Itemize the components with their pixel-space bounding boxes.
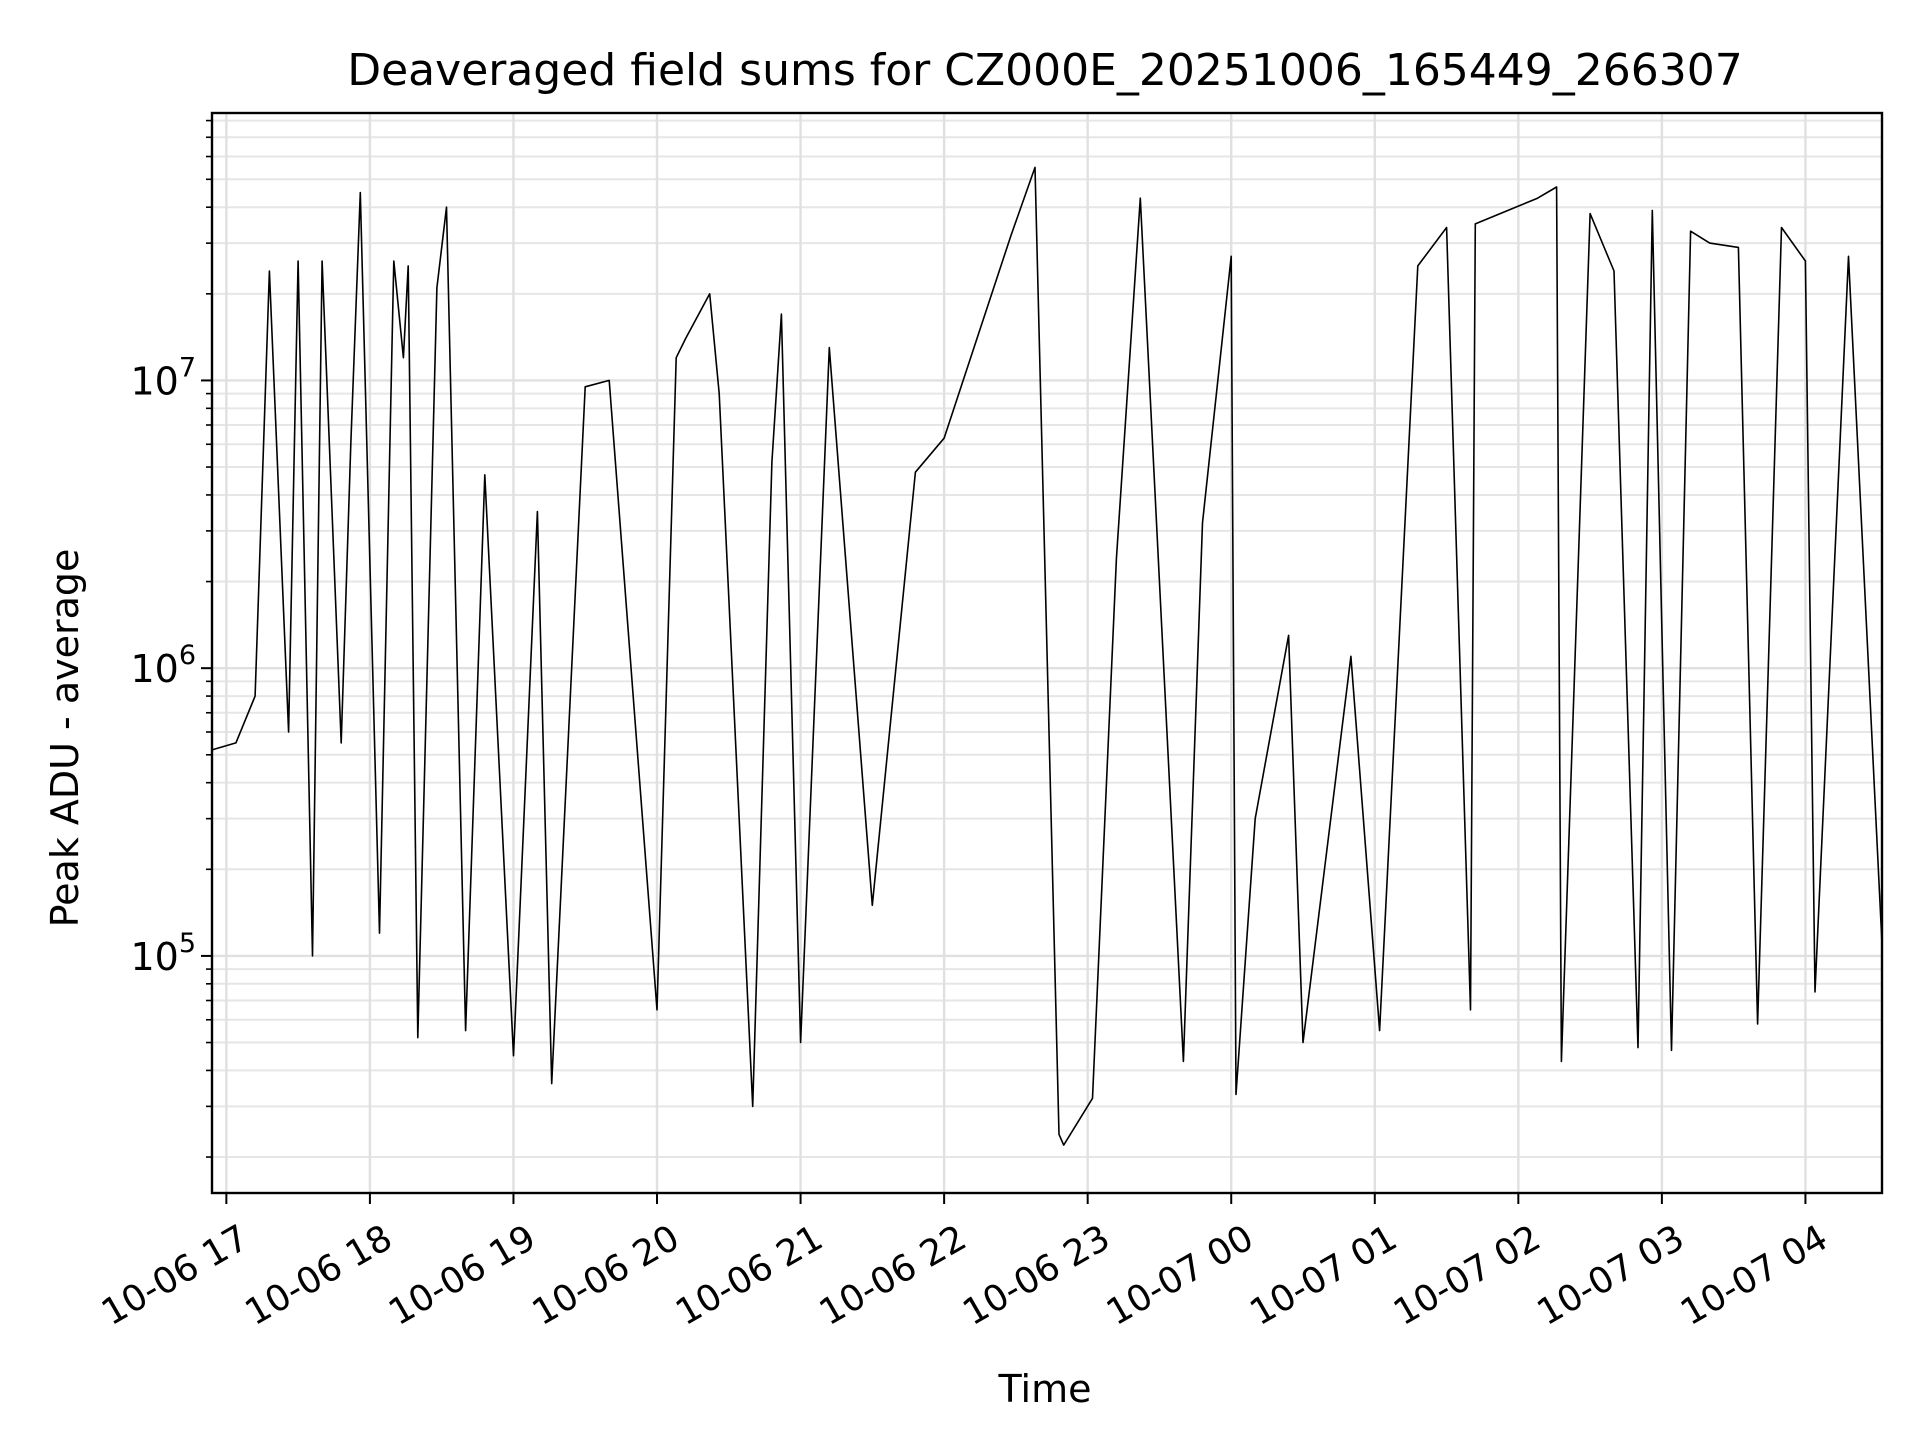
x-tick-label: 10-07 00	[1100, 1217, 1261, 1333]
y-tick-label: 107	[130, 352, 196, 403]
grid-minor	[212, 119, 1882, 1159]
y-axis-label: Peak ADU - average	[43, 549, 87, 928]
x-axis-label: Time	[998, 1367, 1092, 1411]
x-tick-label: 10-06 22	[813, 1217, 974, 1333]
y-tick-label: 106	[130, 640, 196, 691]
x-tick-label: 10-07 03	[1531, 1217, 1692, 1333]
series-line	[211, 166, 1883, 1146]
x-tick-label: 10-07 02	[1387, 1217, 1548, 1333]
x-tick-label: 10-06 20	[526, 1217, 687, 1333]
x-tick-label: 10-06 23	[956, 1217, 1117, 1333]
x-tick-label: 10-06 18	[239, 1217, 400, 1333]
y-axis: 105 106 107	[130, 119, 212, 1158]
series-layer	[211, 166, 1883, 1146]
y-tick-label: 105	[130, 928, 196, 979]
x-tick-label: 10-06 19	[382, 1217, 543, 1333]
x-tick-label: 10-07 04	[1674, 1217, 1835, 1333]
x-tick-label: 10-06 21	[669, 1217, 830, 1333]
plot-frame	[210, 111, 1884, 1195]
chart-title: Deaveraged field sums for CZ000E_2025100…	[347, 45, 1743, 96]
x-tick-label: 10-06 17	[95, 1217, 256, 1333]
x-tick-label: 10-07 01	[1243, 1217, 1404, 1333]
